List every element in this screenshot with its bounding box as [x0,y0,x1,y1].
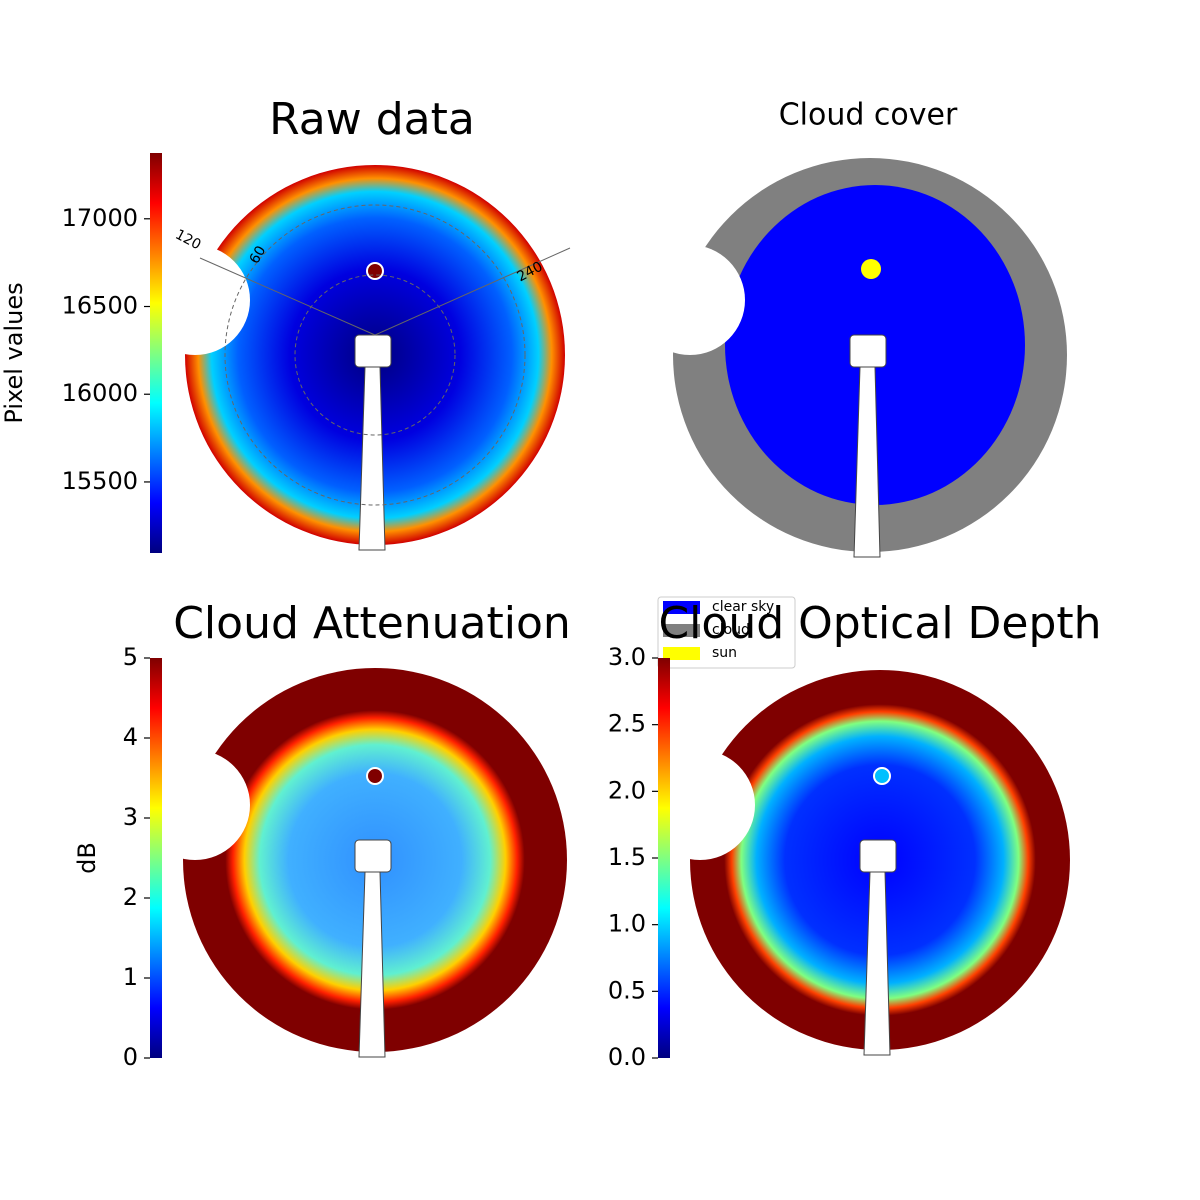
sun [861,259,881,279]
polar-ring [224,204,526,506]
colorbar-tick-label: 17000 [62,204,138,232]
colorbar-tick-label: 2 [123,883,138,911]
sun [366,767,384,785]
legend-swatch [663,624,700,637]
colorbar-tick-label: 0.5 [608,976,646,1004]
sky-image [140,165,565,551]
colorbar [150,153,162,553]
colorbar-tick-label: 5 [123,643,138,671]
legend-swatch [663,601,700,614]
colorbar-label: Pixel values [0,282,28,423]
colorbar-tick-label: 1.5 [608,843,646,871]
colorbar-tick-label: 16000 [62,379,138,407]
panel-title: Cloud Attenuation [173,598,571,649]
legend-label: sun [712,645,737,661]
notch [140,245,250,355]
panel-title: Cloud cover [779,98,958,133]
panel-title: Raw data [269,94,475,145]
notch [645,750,755,860]
camera-mast [853,366,881,558]
legend-swatch [663,647,700,660]
colorbar-label: dB [73,842,101,874]
colorbar-tick-label: 0.0 [608,1043,646,1071]
camera-arm [354,839,392,873]
colorbar-tick-label: 3.0 [608,643,646,671]
colorbar [150,658,162,1058]
sky-image [645,670,1070,1056]
camera-arm [849,334,887,368]
colorbar-tick-label: 0 [123,1043,138,1071]
legend: clear sky cloud sun [657,596,796,669]
colorbar [658,658,670,1058]
polar-ring [294,274,456,436]
camera-mast [358,871,386,1058]
polar-spoke [374,247,571,336]
panel-title: Cloud Optical Depth [658,598,1101,649]
colorbar-tick-label: 4 [123,723,138,751]
polar-label: 60 [247,243,270,266]
legend-label: cloud [712,622,750,638]
colorbar-tick-label: 1 [123,963,138,991]
camera-mast [863,871,891,1056]
sky-image [635,158,1067,558]
colorbar-tick-label: 16500 [62,292,138,320]
camera-arm [859,839,897,873]
colorbar-tick-label: 2.0 [608,776,646,804]
colorbar-tick-label: 3 [123,803,138,831]
notch [635,245,745,355]
colorbar-tick-label: 2.5 [608,710,646,738]
sun [873,767,891,785]
notch [140,750,250,860]
sky-image [140,668,567,1058]
legend-label: clear sky [712,599,774,615]
sun [366,262,384,280]
colorbar-tick-label: 15500 [62,467,138,495]
colorbar-tick-label: 1.0 [608,910,646,938]
camera-arm [354,334,392,368]
polar-spoke [199,257,376,336]
